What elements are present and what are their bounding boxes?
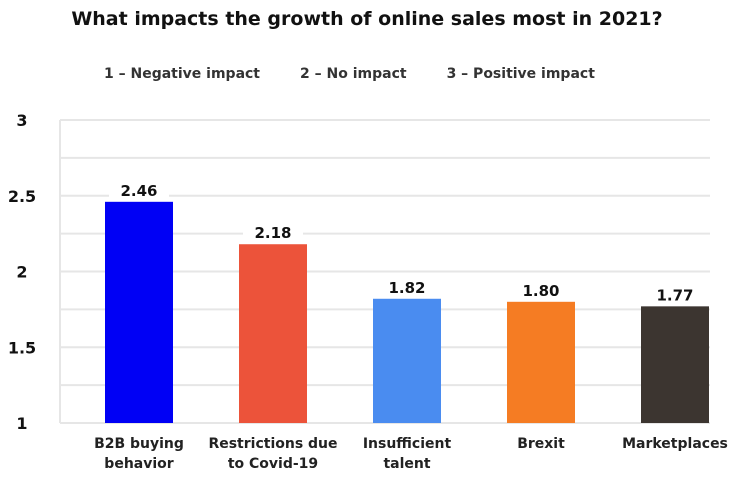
x-tick-label: Insufficient [363, 436, 452, 452]
y-tick-label: 2.5 [8, 187, 36, 206]
data-label-bg [511, 279, 571, 300]
y-tick-label: 3 [16, 111, 27, 130]
data-label: 1.80 [522, 282, 559, 300]
data-label-bg [645, 284, 705, 305]
data-label: 2.46 [120, 182, 157, 200]
chart-title: What impacts the growth of online sales … [71, 8, 663, 30]
legend-note-negative: 1 – Negative impact [104, 66, 261, 82]
data-label-bg [243, 222, 303, 243]
data-label: 1.77 [656, 286, 693, 304]
y-tick-label: 1 [16, 414, 27, 433]
x-tick-label: Brexit [517, 436, 565, 452]
x-tick-label: Restrictions due [208, 436, 337, 452]
x-tick-label: B2B buying [94, 436, 184, 452]
x-tick-label: Marketplaces [622, 436, 728, 452]
bar [239, 244, 307, 423]
bar [507, 301, 575, 423]
legend-note-none: 2 – No impact [300, 66, 407, 82]
x-tick-label: to Covid-19 [228, 456, 318, 472]
bar [641, 306, 709, 423]
y-tick-label: 1.5 [8, 338, 36, 357]
bar [373, 298, 441, 423]
x-tick-label: behavior [104, 456, 173, 472]
legend: 1 – Negative impact 2 – No impact 3 – Po… [104, 66, 595, 82]
legend-note-positive: 3 – Positive impact [446, 66, 595, 82]
x-tick-label: talent [383, 456, 430, 472]
data-label: 1.82 [388, 279, 425, 297]
data-label-bg [377, 276, 437, 297]
bar [105, 201, 173, 423]
data-label: 2.18 [254, 224, 291, 242]
data-label-bg [109, 179, 169, 200]
y-tick-label: 2 [16, 263, 27, 282]
